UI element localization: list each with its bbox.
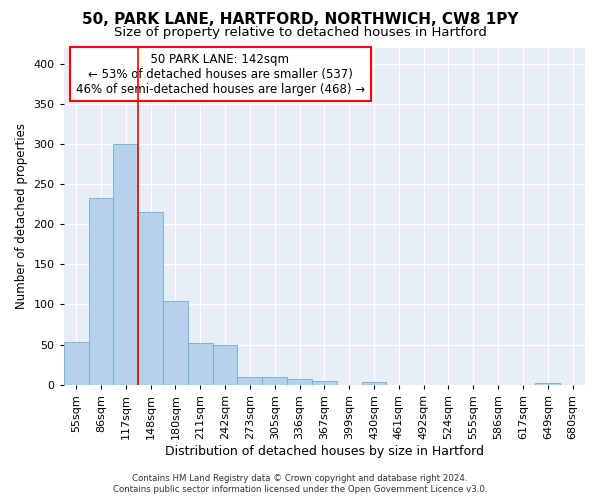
Bar: [362, 382, 386, 385]
Bar: [287, 379, 312, 385]
Text: Contains HM Land Registry data © Crown copyright and database right 2024.
Contai: Contains HM Land Registry data © Crown c…: [113, 474, 487, 494]
Y-axis label: Number of detached properties: Number of detached properties: [15, 123, 28, 309]
Bar: [64, 342, 89, 385]
Bar: [262, 377, 287, 385]
Bar: [89, 198, 113, 385]
Bar: [138, 212, 163, 385]
Bar: [312, 381, 337, 385]
Bar: [113, 144, 138, 385]
Bar: [163, 302, 188, 385]
Text: Size of property relative to detached houses in Hartford: Size of property relative to detached ho…: [113, 26, 487, 39]
X-axis label: Distribution of detached houses by size in Hartford: Distribution of detached houses by size …: [165, 444, 484, 458]
Text: 50 PARK LANE: 142sqm  
← 53% of detached houses are smaller (537)
46% of semi-de: 50 PARK LANE: 142sqm ← 53% of detached h…: [76, 52, 365, 96]
Bar: [188, 343, 212, 385]
Bar: [535, 383, 560, 385]
Text: 50, PARK LANE, HARTFORD, NORTHWICH, CW8 1PY: 50, PARK LANE, HARTFORD, NORTHWICH, CW8 …: [82, 12, 518, 28]
Bar: [238, 377, 262, 385]
Bar: [212, 344, 238, 385]
